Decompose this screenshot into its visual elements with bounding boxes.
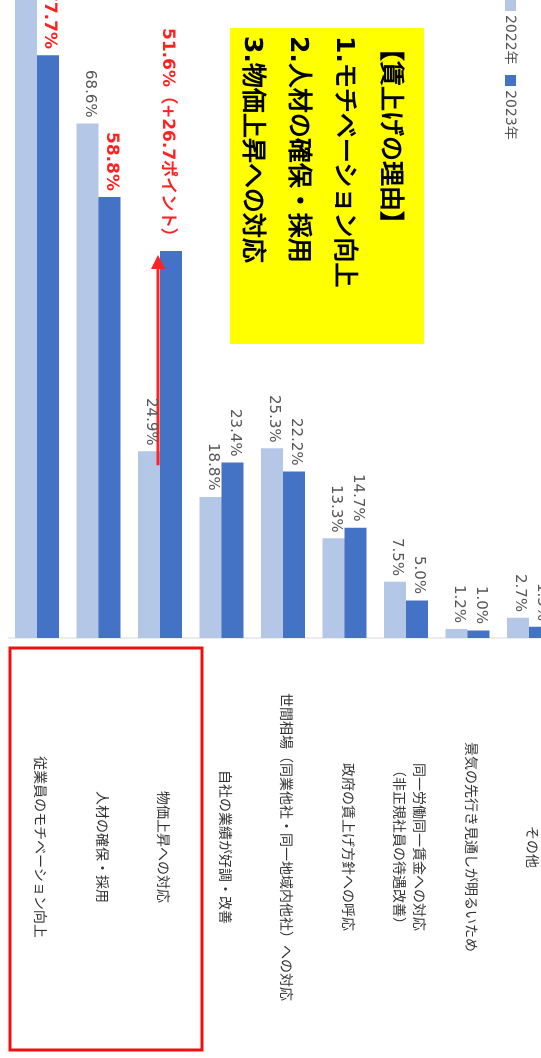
callout-line-2: 2.人材の確保・採用 (285, 36, 314, 263)
bar-2023-4 (283, 471, 305, 638)
category-label-3: 自社の業績が好調・改善 (214, 652, 234, 1042)
category-label-line: 物価上昇への対応 (154, 791, 170, 903)
legend-swatch-2023 (505, 75, 516, 87)
data-label-2023-0: 77.7% (40, 0, 60, 50)
legend-swatch-2022 (505, 0, 516, 11)
category-label-line: 同一労働同一賃金への対応 (410, 763, 426, 931)
bar-2022-1 (76, 123, 99, 638)
data-label-2023-1: 58.8% (101, 132, 122, 191)
bar-2023-3 (221, 462, 244, 638)
category-label-2: 物価上昇への対応 (152, 652, 172, 1042)
category-label-line: （非正規社員の待遇改善） (390, 763, 406, 931)
bar-2022-7 (445, 629, 468, 638)
bar-2022-5 (322, 538, 345, 638)
category-label-line: 政府の賃上げ方針への呼応 (338, 763, 355, 931)
data-label-2023-6: 5.0% (411, 556, 429, 595)
bar-2023-6 (406, 600, 428, 638)
bar-2022-6 (384, 581, 406, 638)
category-label-0: 従業員のモチベーション向上 (29, 652, 49, 1042)
data-label-2022-5: 13.3% (327, 484, 346, 533)
category-label-line: 人材の確保・採用 (92, 791, 109, 903)
legend-label-2022: 2022年 (502, 15, 518, 65)
category-label-7: 景気の先行き見通しが明るいため (460, 652, 480, 1042)
category-label-line: 自社の業績が好調・改善 (215, 770, 232, 924)
callout-box (230, 28, 424, 344)
callout-line-1: 1.モチベーション向上 (331, 36, 360, 288)
data-label-2023-7: 1.0% (472, 586, 491, 625)
data-label-2023-8: 1.5% (534, 582, 541, 621)
callout-text: 【賃上げの理由】 1.モチベーション向上 2.人材の確保・採用 3.物価上昇への… (230, 36, 414, 287)
bar-2022-8 (507, 617, 529, 638)
bar-2023-2 (160, 251, 182, 638)
category-label-line: 従業員のモチベーション向上 (31, 756, 47, 938)
category-label-line: 世間相場（同業他社・同一地域内他社）への対応 (277, 693, 293, 1001)
bar-2022-4 (261, 448, 283, 638)
bar-2023-1 (98, 197, 121, 638)
category-label-line: その他 (523, 826, 539, 868)
category-label-1: 人材の確保・採用 (91, 652, 111, 1042)
category-label-6: 同一労働同一賃金への対応 （非正規社員の待遇改善） (388, 652, 428, 1042)
bar-2023-7 (467, 630, 490, 638)
data-label-2022-8: 2.7% (512, 573, 530, 612)
data-label-2022-7: 1.2% (450, 584, 469, 623)
data-label-2022-6: 7.5% (389, 537, 407, 576)
data-label-2023-5: 14.7% (349, 474, 368, 522)
category-label-4: 世間相場（同業他社・同一地域内他社）への対応 (275, 652, 295, 1042)
bar-2022-3 (199, 497, 222, 638)
increase-arrow-head (151, 255, 165, 269)
data-label-2022-4: 25.3% (266, 394, 284, 443)
legend: 2022年 2023年 (501, 0, 521, 140)
category-label-5: 政府の賃上げ方針への呼応 (337, 652, 357, 1042)
bar-2022-2 (138, 451, 160, 638)
data-label-2022-2: 24.9% (143, 397, 161, 446)
data-label-2023-2: 51.6%（+26.7ポイント） (158, 27, 178, 245)
data-label-2023-3: 23.4% (226, 408, 245, 457)
callout-line-3: 3.物価上昇への対応 (239, 36, 268, 263)
data-label-2023-4: 22.2% (288, 417, 306, 466)
bar-2022-0 (15, 0, 37, 638)
highlight-frame (8, 646, 204, 1052)
bar-2023-5 (344, 527, 367, 638)
category-label-line: 景気の先行き見通しが明るいため (461, 742, 478, 952)
data-label-2022-1: 68.6% (81, 69, 100, 118)
bar-2023-8 (529, 626, 541, 638)
legend-label-2023: 2023年 (502, 90, 518, 140)
data-label-2022-3: 18.8% (204, 443, 223, 491)
category-label-8: その他 (521, 652, 541, 1042)
bar-2023-0 (37, 55, 59, 638)
callout-title: 【賃上げの理由】 (377, 36, 406, 237)
